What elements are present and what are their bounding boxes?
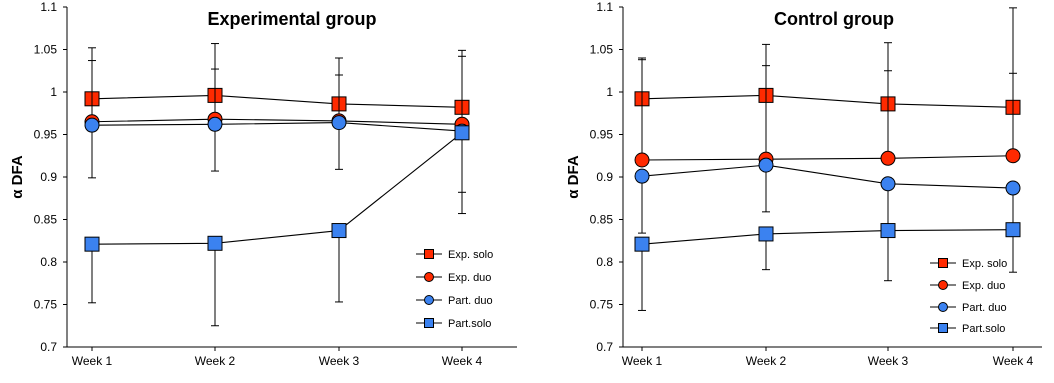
series-exp-duo: [634, 59, 1021, 168]
y-tick-label: 0.85: [34, 213, 58, 227]
chart-title: Control group: [774, 9, 894, 29]
series-part-duo: [634, 157, 1021, 237]
y-tick-label: 1: [606, 85, 613, 99]
y-tick-label: 0.85: [590, 213, 614, 227]
y-tick-label: 1.05: [590, 43, 614, 57]
data-point-circle: [1005, 180, 1021, 196]
series-part-duo: [84, 115, 470, 193]
data-point-square: [84, 236, 100, 252]
legend-label: Exp. solo: [962, 258, 1007, 270]
series-line: [641, 94, 1014, 108]
data-point-square: [1005, 222, 1021, 238]
series-line: [91, 132, 463, 245]
y-tick-label: 0.7: [596, 340, 613, 354]
x-tick-label: Week 3: [868, 354, 909, 368]
series-exp-solo: [84, 43, 470, 115]
x-tick-label: Week 4: [442, 354, 483, 368]
series-line: [641, 164, 1014, 189]
series-part-solo: [84, 125, 470, 327]
legend: Exp. solo Exp. duo Part. duo Part.solo: [930, 258, 1007, 335]
legend-marker-circle: [938, 280, 948, 290]
legend-label: Part.solo: [962, 323, 1005, 335]
legend-label: Exp. duo: [448, 272, 491, 284]
data-point-circle: [1005, 148, 1021, 164]
chart-panel-1: Experimental group α DFA 0.7 0.75 0.8 0.85 0.9…: [9, 0, 517, 368]
x-tick-label: Week 3: [319, 354, 360, 368]
data-point-square: [634, 236, 650, 252]
data-point-square: [758, 226, 774, 242]
y-tick-label: 0.9: [40, 170, 57, 184]
data-point-square: [454, 125, 470, 141]
series-line: [641, 155, 1014, 161]
legend-marker-square: [938, 258, 948, 268]
y-tick-label: 0.7: [40, 340, 57, 354]
y-tick-label: 0.75: [590, 298, 614, 312]
y-axis-label: α DFA: [9, 155, 26, 199]
legend-label: Part. duo: [962, 302, 1007, 314]
data-point-circle: [880, 150, 896, 166]
y-tick-label: 1.1: [40, 0, 57, 14]
legend-label: Exp. duo: [962, 280, 1005, 292]
series-line: [641, 229, 1014, 245]
y-tick-label: 0.8: [596, 255, 613, 269]
x-tick-label: Week 4: [993, 354, 1034, 368]
y-axis-label: α DFA: [565, 155, 582, 199]
legend-marker-square: [938, 323, 948, 333]
series-line: [91, 118, 463, 125]
data-point-circle: [634, 152, 650, 168]
series-part-solo: [634, 222, 1021, 311]
y-tick-label: 1.1: [596, 0, 613, 14]
x-tick-label: Week 2: [195, 354, 236, 368]
data-point-square: [207, 235, 223, 251]
y-tick-label: 1.05: [34, 43, 58, 57]
y-tick-label: 0.9: [596, 170, 613, 184]
x-tick-label: Week 1: [622, 354, 663, 368]
data-point-circle: [758, 157, 774, 173]
legend-marker-square: [424, 318, 434, 328]
y-tick-label: 0.95: [590, 128, 614, 142]
data-point-circle: [207, 116, 223, 132]
data-point-circle: [634, 168, 650, 184]
legend-label: Part.solo: [448, 318, 491, 330]
legend-marker-circle: [424, 272, 434, 282]
legend-marker-square: [424, 249, 434, 259]
data-point-circle: [331, 115, 347, 131]
legend-label: Exp. solo: [448, 249, 493, 261]
data-point-square: [880, 223, 896, 239]
series-line: [91, 94, 463, 108]
chart-title: Experimental group: [207, 9, 376, 29]
data-point-square: [331, 223, 347, 239]
legend-marker-circle: [424, 295, 434, 305]
data-point-circle: [84, 117, 100, 133]
x-tick-label: Week 1: [72, 354, 113, 368]
series-exp-duo: [84, 55, 470, 132]
legend-label: Part. duo: [448, 295, 493, 307]
series-line: [91, 122, 463, 132]
y-tick-label: 0.95: [34, 128, 58, 142]
legend: Exp. solo Exp. duo Part. duo Part.solo: [416, 249, 493, 330]
legend-marker-circle: [938, 302, 948, 312]
data-point-circle: [880, 176, 896, 192]
y-tick-label: 1: [50, 85, 57, 99]
x-tick-label: Week 2: [746, 354, 787, 368]
y-tick-label: 0.75: [34, 298, 58, 312]
chart-panel-2: Control group α DFA 0.7 0.75 0.8 0.85 0.9 0.95 1…: [565, 0, 1042, 368]
y-tick-label: 0.8: [40, 255, 57, 269]
